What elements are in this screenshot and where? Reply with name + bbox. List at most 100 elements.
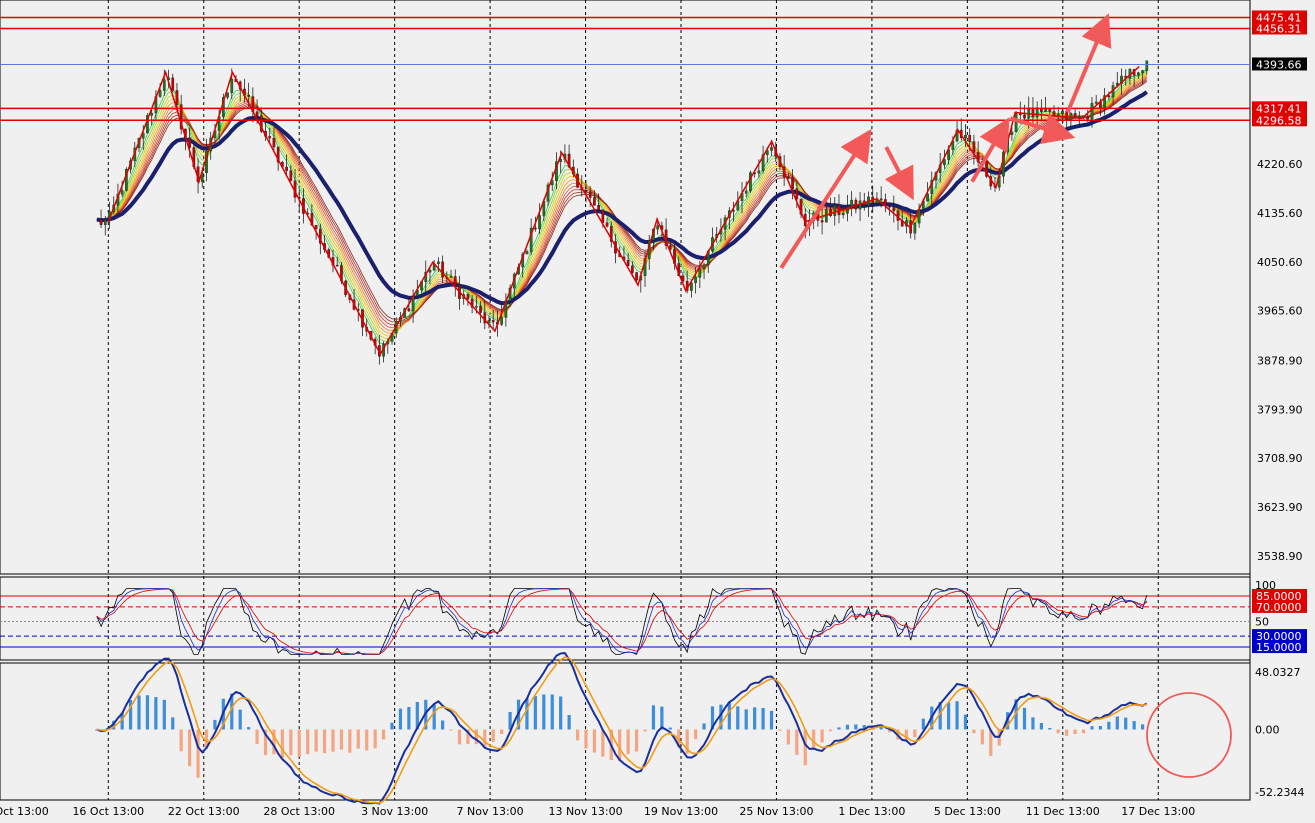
candle	[749, 170, 752, 193]
svg-text:4296.58: 4296.58	[1256, 114, 1302, 127]
candle	[791, 169, 794, 200]
macd-histogram-bar	[710, 706, 715, 730]
macd-histogram-bar	[474, 729, 478, 745]
macd-histogram-bar	[913, 729, 917, 738]
macd-histogram-bar	[736, 706, 740, 730]
candle	[976, 141, 980, 167]
macd-histogram-bar	[1124, 717, 1128, 730]
candle	[761, 145, 765, 174]
svg-text:15.0000: 15.0000	[1256, 641, 1302, 654]
candle	[103, 215, 107, 236]
macd-histogram-bar	[862, 725, 866, 730]
ma-ribbon-line	[96, 72, 1148, 337]
candle	[441, 255, 444, 283]
macd-histogram-bar	[744, 709, 748, 730]
macd-histogram-bar	[938, 701, 942, 730]
rsi-tick-label: 100	[1255, 579, 1276, 592]
rsi-level-tag: 30.0000	[1252, 629, 1307, 643]
macd-histogram-bar	[753, 707, 757, 730]
candle	[285, 154, 288, 176]
macd-histogram-bar	[432, 704, 436, 730]
macd-histogram-bar	[238, 709, 242, 730]
macd-histogram-bar	[112, 720, 116, 730]
macd-histogram-bar	[1048, 727, 1052, 730]
macd-signal-line	[96, 656, 1147, 804]
trend-arrow	[884, 146, 914, 201]
rsi-slow-line	[96, 588, 1148, 655]
macd-histogram-bar	[575, 729, 580, 741]
price-panel-frame	[0, 0, 1251, 575]
time-tick-label: 11 Dec 13:00	[1026, 805, 1100, 818]
candle	[985, 160, 988, 179]
candle	[538, 203, 541, 234]
price-tick-label: 3878.90	[1257, 354, 1303, 367]
price-tick-label: 4135.60	[1257, 207, 1303, 220]
macd-histogram-bar	[137, 695, 141, 730]
macd-histogram-bar	[567, 715, 571, 730]
macd-histogram-bar	[947, 702, 951, 730]
price-panel[interactable]	[0, 13, 1250, 365]
candle	[833, 197, 837, 226]
macd-histogram-bar	[559, 696, 563, 730]
current-price-tag: 4393.66	[1252, 57, 1307, 71]
macd-histogram-bar	[196, 729, 200, 778]
macd-histogram-bar	[887, 729, 892, 733]
macd-histogram-bar	[634, 729, 639, 752]
time-tick-label: 10 Oct 13:00	[0, 805, 49, 818]
macd-histogram-bar	[618, 729, 622, 762]
time-tick-label: 16 Oct 13:00	[72, 805, 144, 818]
candle	[694, 267, 697, 294]
candle	[487, 315, 491, 329]
macd-histogram-bar	[601, 729, 605, 757]
zigzag-line	[107, 66, 1140, 356]
candle	[529, 218, 533, 256]
macd-histogram-bar	[1132, 721, 1136, 730]
candle	[584, 180, 588, 203]
macd-histogram-bar	[828, 729, 833, 732]
macd-histogram-bar	[449, 729, 453, 731]
time-tick-label: 17 Dec 13:00	[1121, 805, 1195, 818]
candle	[972, 134, 976, 165]
candle	[99, 209, 103, 229]
macd-histogram-bar	[584, 729, 588, 749]
macd-histogram-bar	[1140, 724, 1145, 730]
candle	[171, 73, 175, 92]
macd-histogram-bar	[348, 729, 352, 753]
time-tick-label: 28 Oct 13:00	[263, 805, 335, 818]
macd-histogram-bar	[786, 729, 790, 745]
time-tick-label: 5 Dec 13:00	[934, 805, 1001, 818]
macd-histogram-bar	[1098, 725, 1103, 730]
price-level-tag: 4456.31	[1252, 21, 1307, 35]
macd-histogram-bar	[145, 695, 150, 730]
macd-histogram-bar	[1073, 729, 1077, 735]
macd-line	[96, 652, 1148, 805]
macd-histogram-bar	[685, 729, 689, 754]
price-tick-label: 4220.60	[1257, 158, 1303, 171]
svg-text:4317.41: 4317.41	[1256, 102, 1302, 115]
candle	[635, 271, 638, 282]
macd-panel[interactable]: 48.0327 0.00 -52.2344	[95, 652, 1304, 805]
candle	[799, 198, 803, 219]
ma-slow-line	[96, 90, 1148, 306]
candle	[593, 190, 596, 206]
macd-histogram-bar	[879, 725, 883, 730]
macd-histogram-bar	[491, 729, 495, 743]
candle	[964, 123, 967, 148]
macd-histogram-bar	[306, 729, 310, 755]
macd-histogram-bar	[508, 712, 512, 730]
macd-histogram-bar	[230, 693, 234, 730]
rsi-level-tag: 70.0000	[1252, 599, 1307, 614]
macd-histogram-bar	[466, 729, 470, 744]
macd-histogram-bar	[415, 701, 419, 730]
macd-histogram-bar	[339, 729, 344, 750]
candle	[428, 265, 432, 285]
macd-histogram-bar	[980, 729, 984, 745]
macd-histogram-bar	[1031, 717, 1035, 730]
macd-histogram-bar	[854, 724, 858, 730]
candle	[466, 292, 470, 306]
macd-tick-label: -52.2344	[1255, 786, 1304, 799]
macd-histogram-bar	[162, 699, 166, 730]
rsi-level-tag: 85.0000	[1252, 588, 1307, 603]
